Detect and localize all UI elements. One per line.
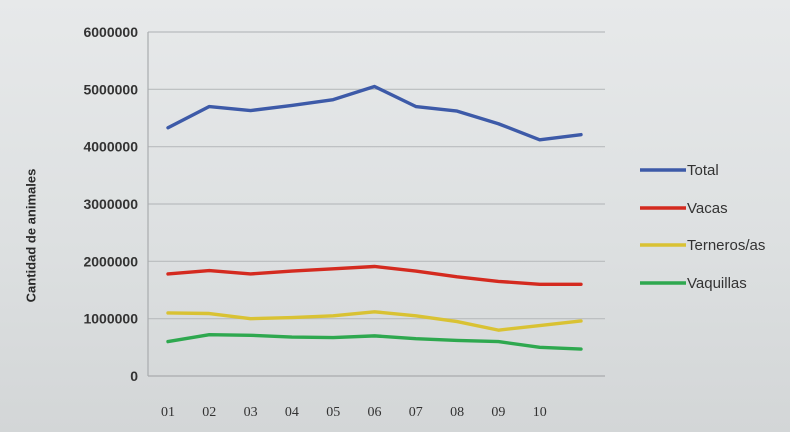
legend-label: Vacas bbox=[687, 200, 728, 217]
series-line-terneros-as bbox=[166, 310, 583, 332]
x-tick-label: 07 bbox=[409, 405, 423, 420]
legend-label: Terneros/as bbox=[687, 237, 765, 254]
series-line-vacas bbox=[166, 264, 583, 286]
x-tick-label: 10 bbox=[533, 405, 547, 420]
x-tick-label: 01 bbox=[161, 405, 175, 420]
y-tick-labels: 6000000 5000000 4000000 3000000 2000000 10000… bbox=[83, 24, 138, 384]
series-line-vaquillas bbox=[166, 333, 583, 351]
y-tick-label: 6000000 bbox=[83, 24, 138, 40]
y-tick-label: 4000000 bbox=[83, 139, 138, 155]
legend-label: Total bbox=[687, 162, 719, 179]
x-tick-label: 02 bbox=[202, 405, 216, 420]
gridlines bbox=[148, 31, 605, 320]
y-tick-label: 1000000 bbox=[83, 311, 138, 327]
legend: Total Vacas Terneros/as Vaquillas bbox=[640, 162, 765, 292]
series-line-total bbox=[166, 84, 583, 142]
x-tick-label: 08 bbox=[450, 405, 464, 420]
y-tick-label: 2000000 bbox=[83, 253, 138, 269]
x-tick-label: 09 bbox=[491, 405, 505, 420]
x-tick-label: 04 bbox=[285, 405, 299, 420]
axes bbox=[147, 32, 605, 377]
x-tick-labels: 01 02 03 04 05 06 07 08 09 10 bbox=[161, 405, 547, 420]
x-tick-label: 05 bbox=[326, 405, 340, 420]
y-tick-label: 0 bbox=[130, 368, 138, 384]
series-lines bbox=[166, 84, 583, 351]
legend-label: Vaquillas bbox=[687, 275, 747, 292]
x-tick-label: 03 bbox=[244, 405, 258, 420]
y-tick-label: 3000000 bbox=[83, 196, 138, 212]
y-tick-label: 5000000 bbox=[83, 81, 138, 97]
x-tick-label: 06 bbox=[368, 405, 382, 420]
